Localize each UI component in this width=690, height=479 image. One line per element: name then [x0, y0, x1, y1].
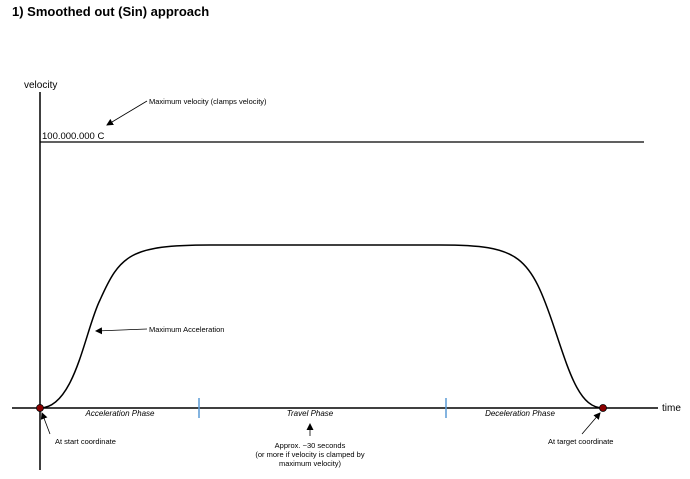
velocity-curve [39, 244, 604, 409]
phase-label-deceleration: Deceleration Phase [485, 409, 555, 418]
max-velocity-arrow [106, 100, 148, 126]
max-velocity-annotation: Maximum velocity (clamps velocity) [149, 97, 267, 106]
max-acceleration-arrow [95, 327, 148, 335]
phase-label-travel: Travel Phase [287, 409, 334, 418]
target-point [599, 404, 607, 412]
max-acceleration-annotation: Maximum Acceleration [149, 325, 224, 334]
target-label: At target coordinate [548, 437, 613, 446]
phase-label-acceleration: Acceleration Phase [85, 409, 155, 418]
start-point [36, 404, 44, 412]
start-label: At start coordinate [55, 437, 116, 446]
max-velocity-value: 100.000.000 C [42, 131, 104, 142]
diagram-title: 1) Smoothed out (Sin) approach [12, 4, 209, 19]
target-arrow [581, 412, 601, 435]
y-axis-label: velocity [24, 80, 57, 91]
x-axis-label: time [662, 403, 681, 414]
travel-note-line1: Approx. ~30 seconds [275, 441, 346, 450]
travel-note-line3: maximum velocity) [279, 459, 342, 468]
start-arrow [40, 412, 51, 435]
travel-note-line2: (or more if velocity is clamped by [255, 450, 364, 459]
